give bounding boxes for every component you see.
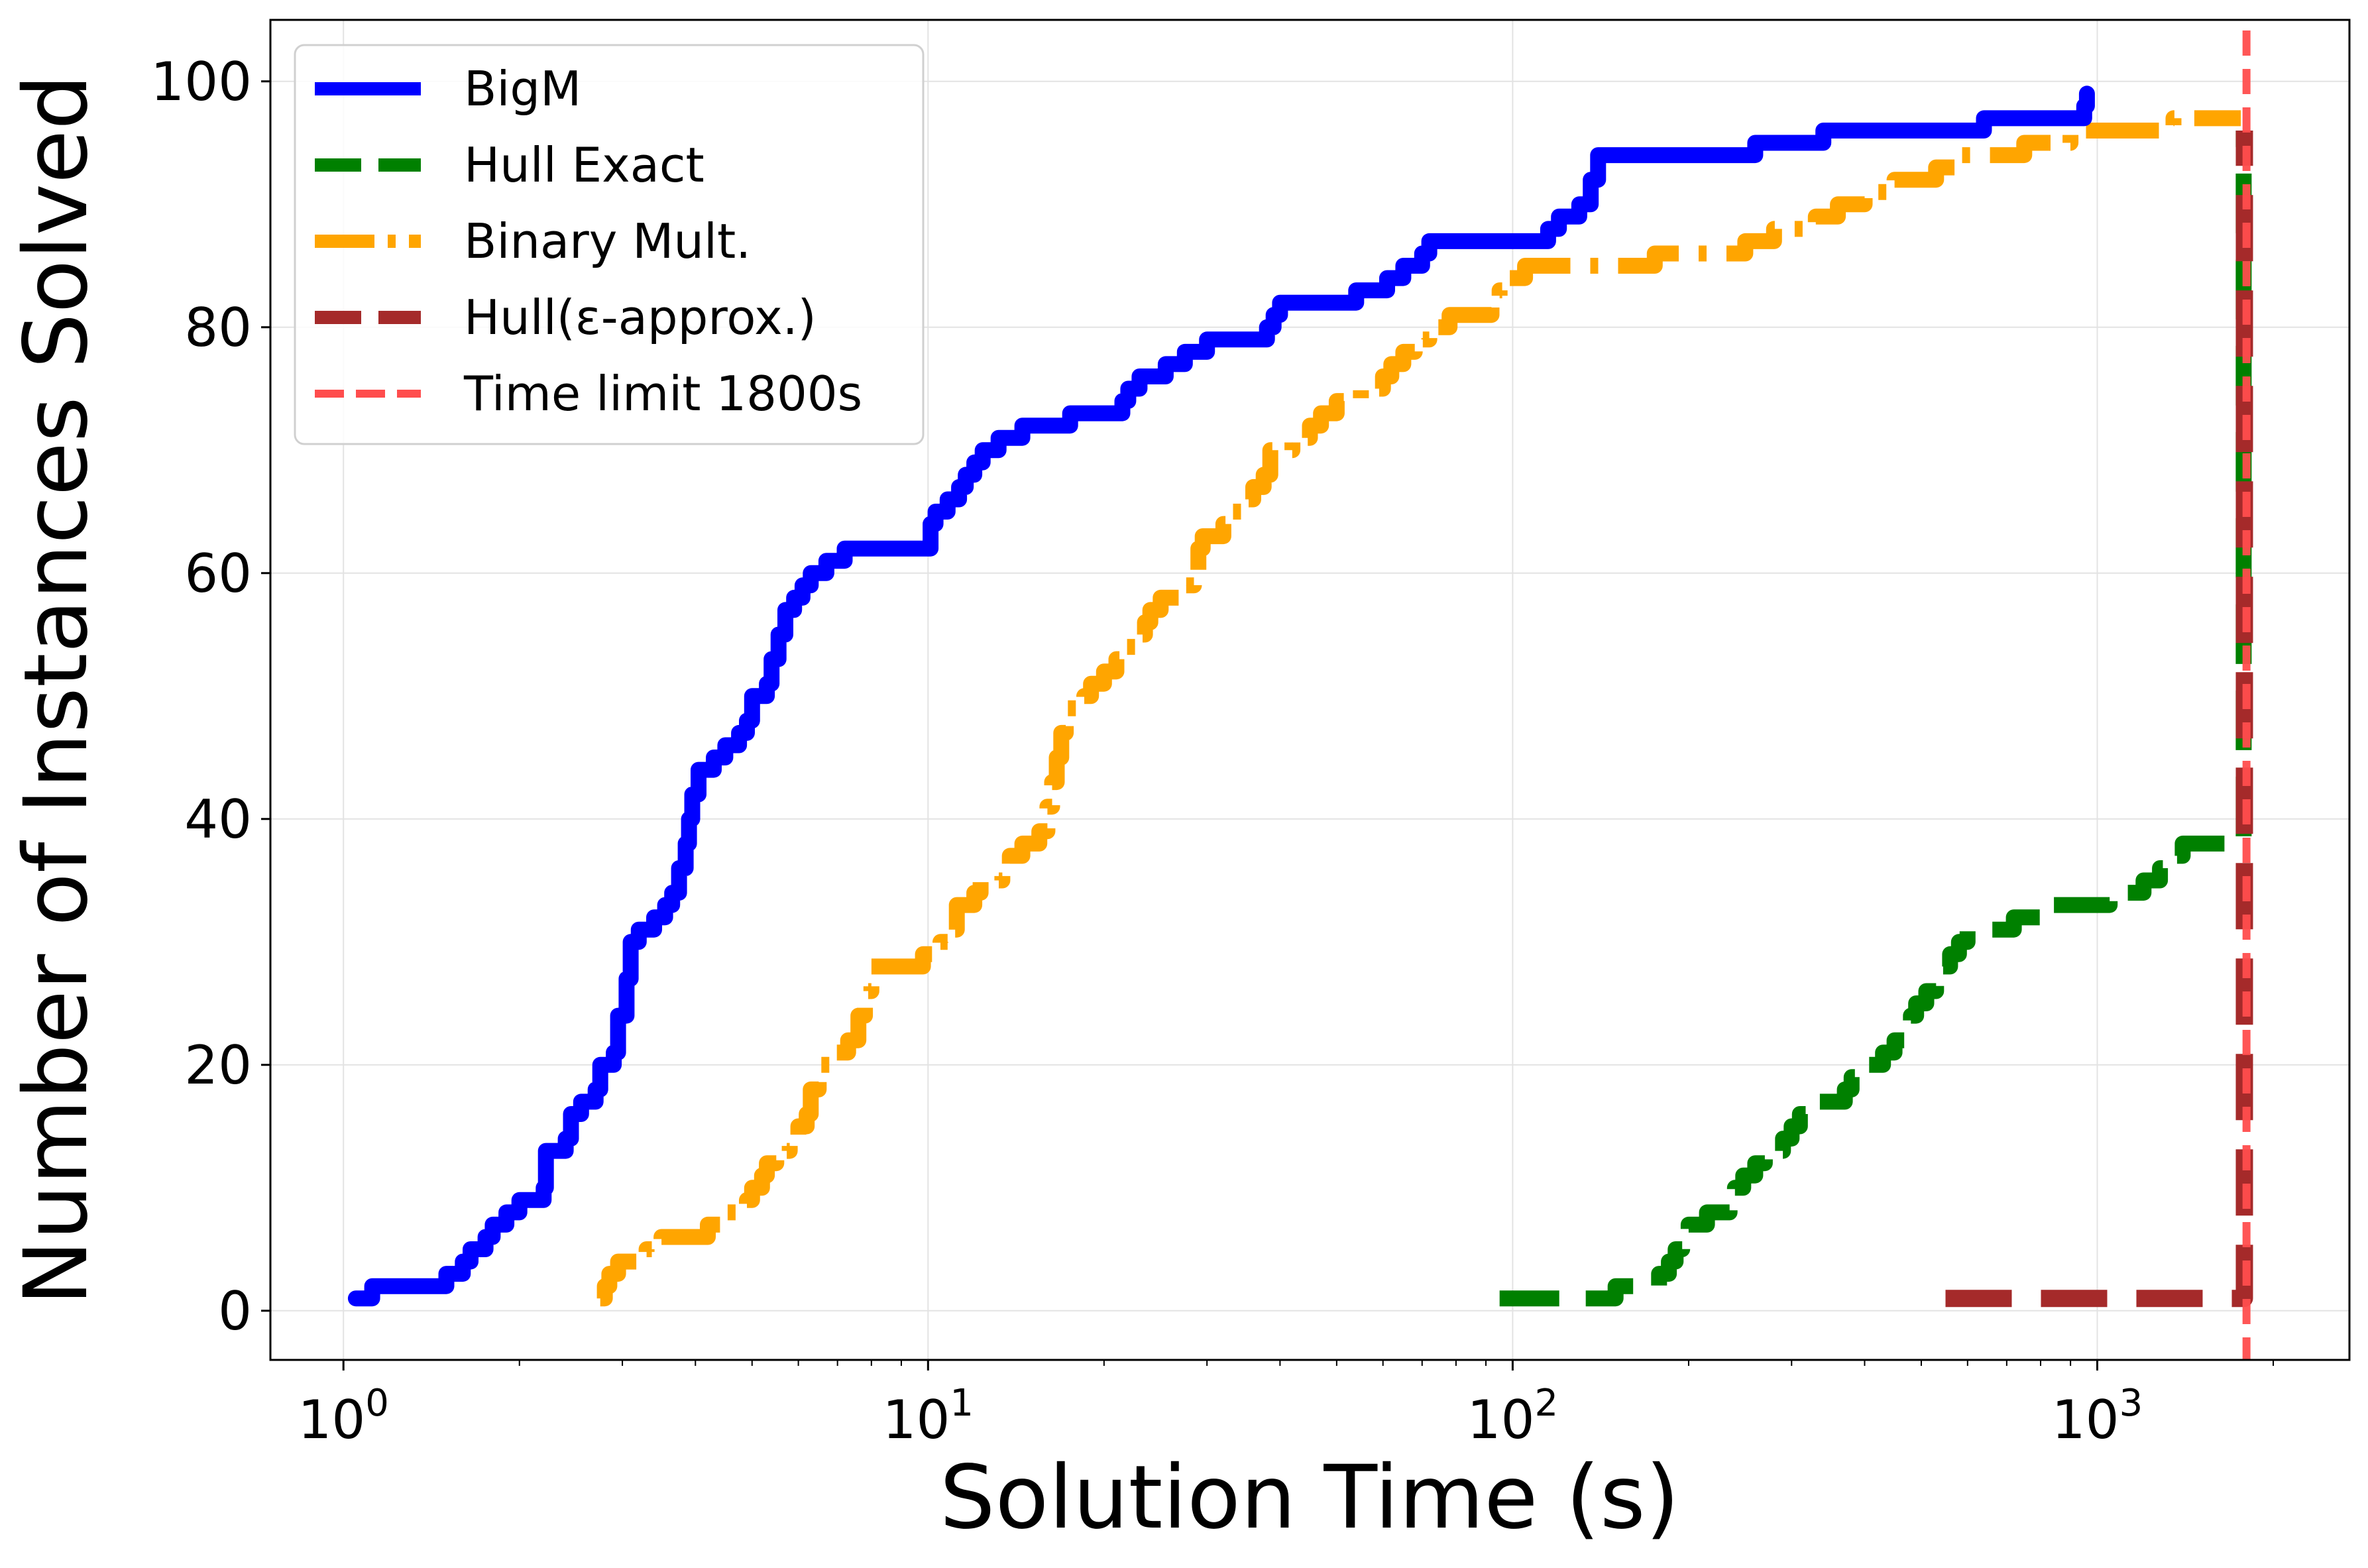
legend: BigM Hull Exact Binary Mult. Hull(ε-approx.…: [294, 44, 925, 445]
series-layer: [347, 30, 2253, 1360]
x-tick-label: 102: [1467, 1382, 1558, 1451]
x-tick-base: 10: [298, 1389, 365, 1451]
x-tick-base: 10: [2052, 1389, 2119, 1451]
x-tick-exponent: 3: [2119, 1382, 2143, 1425]
y-tick-label: 60: [184, 543, 252, 604]
legend-label: Time limit 1800s: [463, 366, 862, 421]
y-tick-label: 20: [184, 1035, 252, 1096]
plot-frame: [269, 19, 2351, 1361]
legend-label: Hull Exact: [464, 137, 705, 193]
legend-label: Binary Mult.: [464, 213, 751, 269]
x-tick-exponent: 1: [950, 1382, 974, 1425]
series-line-hull-exact: [1499, 131, 2252, 1307]
y-tick-label: 80: [184, 297, 252, 359]
x-axis-title: Solution Time (s): [940, 1447, 1679, 1549]
x-tick-label: 103: [2052, 1382, 2143, 1451]
x-tick-label: 100: [298, 1382, 388, 1451]
x-tick-label: 101: [883, 1382, 974, 1451]
legend-label: BigM: [464, 61, 581, 117]
y-tick-label: 0: [218, 1280, 252, 1342]
y-tick-label: 40: [184, 789, 252, 850]
x-tick-base: 10: [1467, 1389, 1535, 1451]
series-line-bigm: [347, 85, 2095, 1307]
x-tick-exponent: 0: [365, 1382, 389, 1425]
series-line-binary-mult: [596, 110, 2241, 1307]
x-tick-base: 10: [883, 1389, 950, 1451]
legend-label: Hull(ε-approx.): [464, 290, 817, 345]
y-axis-title: Number of Instances Solved: [5, 74, 107, 1306]
y-tick-label: 100: [150, 51, 252, 113]
x-tick-exponent: 2: [1534, 1382, 1558, 1425]
legend-box: [294, 44, 925, 445]
